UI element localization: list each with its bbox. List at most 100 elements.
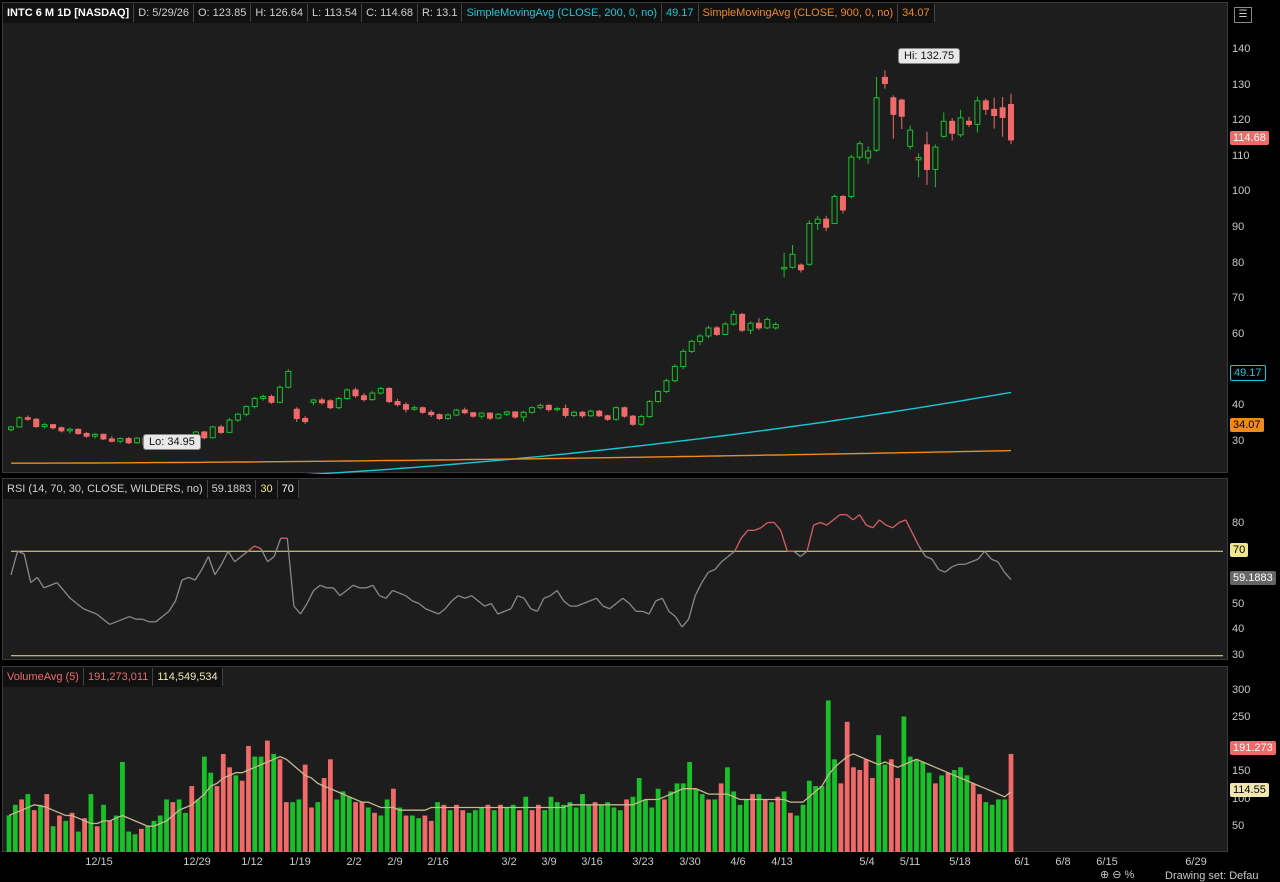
volume-bar — [863, 759, 869, 853]
volume-bar — [491, 810, 497, 853]
volume-bar — [517, 810, 522, 853]
volume-bar — [548, 796, 554, 853]
rsi-line-segment — [286, 538, 295, 607]
volume-chart-svg[interactable] — [3, 667, 1229, 853]
settings-icon[interactable]: ☰ — [1234, 7, 1252, 23]
volume-bar — [195, 799, 201, 853]
candle-down — [1008, 104, 1014, 141]
rsi-axis[interactable]: 80 50 40 30 70 59.1883 — [1228, 478, 1280, 661]
x-axis[interactable]: ☰ — [0, 7, 1280, 880]
x-label: 3/23 — [632, 856, 654, 868]
rsi-line-segment — [977, 550, 986, 560]
rsi-line-segment — [609, 603, 617, 610]
rsi-line-segment — [793, 550, 801, 557]
volume-bar — [680, 783, 686, 853]
volume-bar — [876, 735, 882, 853]
volume-bar — [258, 756, 264, 853]
volume-bar — [233, 775, 239, 853]
candle-down — [394, 401, 401, 406]
volume-axis[interactable]: 300 250 150 100 50 191.273 114.55 — [1228, 666, 1280, 852]
drawing-set-label[interactable]: Drawing set: Defau — [1165, 870, 1259, 882]
volume-bar — [674, 783, 680, 853]
candle-up — [772, 323, 779, 329]
candle-up — [688, 340, 695, 352]
volume-bar — [365, 807, 371, 853]
price-axis[interactable]: 140 130 120 110 100 90 80 70 60 40 30 11… — [1228, 2, 1280, 473]
candle-up — [134, 437, 141, 444]
rsi-line-segment — [911, 532, 920, 547]
candle-down — [797, 264, 804, 271]
candle-up — [873, 97, 880, 151]
rsi-line-segment — [36, 577, 45, 589]
sma900-study-label[interactable]: SimpleMovingAvg (CLOSE, 900, 0, no) — [699, 4, 899, 22]
rsi-line-segment — [536, 597, 545, 612]
sma200-study-label[interactable]: SimpleMovingAvg (CLOSE, 200, 0, no) — [462, 4, 663, 22]
volume-bar — [535, 804, 541, 853]
rsi-line-segment — [971, 558, 979, 563]
volume-bar — [699, 794, 705, 853]
rsi-line-segment — [885, 524, 893, 529]
rsi-line-segment — [497, 610, 505, 615]
rsi-line-segment — [96, 613, 104, 620]
symbol-label[interactable]: INTC 6 M 1D [NASDAQ] — [3, 4, 135, 22]
rsi-line-segment — [931, 558, 940, 570]
x-label: 5/18 — [949, 856, 971, 868]
rsi-line-segment — [227, 550, 236, 563]
close-label: C: 114.68 — [362, 4, 418, 22]
rsi-line-segment — [734, 537, 742, 552]
volume-bar — [592, 802, 598, 853]
rsi-line-segment — [905, 519, 913, 534]
price-tick-80: 80 — [1232, 257, 1245, 269]
price-panel[interactable]: INTC 6 M 1D [NASDAQ] D: 5/29/26 O: 123.8… — [2, 2, 1229, 474]
volume-bar — [643, 799, 648, 853]
sma200-study-value: 49.17 — [662, 4, 699, 22]
price-chart-svg[interactable] — [3, 3, 1229, 474]
volume-bar — [107, 820, 113, 853]
rsi-line-segment — [346, 584, 354, 591]
rsi-line-segment — [892, 522, 900, 529]
volume-bar — [101, 804, 106, 853]
volume-bar — [113, 815, 119, 853]
candle-down — [75, 428, 82, 435]
rsi-study-label[interactable]: RSI (14, 70, 30, CLOSE, WILDERS, no) — [3, 480, 208, 498]
candle-down — [125, 438, 132, 444]
volume-panel[interactable]: VolumeAvg (5) 191,273,011 114,549,534 — [2, 666, 1229, 853]
rsi-line-segment — [800, 550, 808, 557]
volume-bar — [851, 767, 856, 853]
rsi-line-segment — [951, 563, 959, 568]
rsi-line-segment — [648, 600, 657, 615]
volume-study-label[interactable]: VolumeAvg (5) — [3, 668, 84, 686]
rsi-study-value: 59.1883 — [208, 480, 257, 498]
rsi-line-segment — [984, 550, 992, 560]
candle-down — [755, 322, 762, 329]
volume-bar — [75, 831, 81, 853]
rsi-tick-80: 80 — [1232, 517, 1245, 529]
rsi-line-segment — [372, 584, 380, 597]
rsi-line-segment — [938, 568, 946, 573]
rsi-line-segment — [846, 514, 854, 521]
candle-down — [436, 414, 443, 419]
volume-bar — [321, 778, 327, 853]
rsi-chart-svg[interactable] — [3, 479, 1229, 661]
rsi-line-segment — [319, 584, 328, 589]
volume-bar — [315, 802, 321, 853]
candle-up — [529, 407, 536, 413]
rsi-line-segment — [819, 521, 828, 526]
volume-bar — [932, 783, 938, 853]
volume-avg-line — [8, 753, 1012, 827]
candle-up — [495, 413, 502, 419]
rsi-line-segment — [240, 550, 249, 557]
rsi-line-segment — [866, 524, 874, 529]
rsi-line-segment — [385, 590, 394, 599]
rsi-line-segment — [352, 584, 360, 589]
zoom-icon[interactable]: ⊕ ⊖ % — [1100, 869, 1135, 881]
candle-up — [260, 396, 267, 399]
rsi-panel[interactable]: RSI (14, 70, 30, CLOSE, WILDERS, no) 59.… — [2, 478, 1228, 660]
candle-up — [369, 392, 376, 401]
volume-header: VolumeAvg (5) 191,273,011 114,549,534 — [3, 667, 223, 687]
vol-last-badge: 191.273 — [1230, 741, 1276, 755]
volume-bar — [227, 767, 232, 853]
candle-down — [218, 426, 225, 433]
rsi-line-segment — [201, 556, 209, 570]
volume-bar — [397, 807, 403, 853]
